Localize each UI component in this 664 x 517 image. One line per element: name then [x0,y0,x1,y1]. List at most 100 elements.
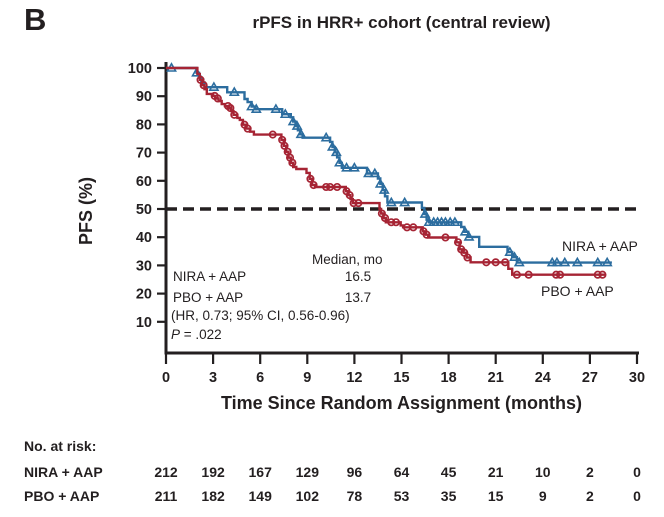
censor-mark-circle [391,218,401,227]
risk-count: 182 [201,488,225,504]
x-tick-label: 12 [346,370,362,386]
censor-mark-circle [453,238,463,247]
p-value-text: P = .022 [171,327,222,342]
censor-mark-triangle [399,196,411,207]
risk-row-label-nira: NIRA + AAP [24,464,103,480]
risk-count: 45 [440,464,457,480]
censor-mark-triangle [601,256,613,267]
censor-mark-triangle [208,81,220,91]
censor-mark-triangle [459,226,471,236]
censor-mark-circle [349,199,358,208]
censor-mark-triangle [191,66,203,77]
censor-mark-circle [306,174,315,183]
y-tick-label: 20 [136,287,152,303]
censor-mark-circle [524,270,533,279]
p-symbol: P [171,327,181,342]
censor-mark-triangle [246,100,258,111]
risk-count: 211 [154,488,178,504]
risk-count: 15 [487,488,504,504]
curve-label-nira: NIRA + AAP [562,238,638,254]
y-tick-label: 50 [136,202,152,218]
censor-mark-triangle [449,216,461,227]
censor-mark-triangle [287,115,299,126]
censor-mark-triangle [348,162,360,172]
censor-mark-triangle [326,141,338,151]
risk-count: 167 [248,464,272,480]
censor-mark-circle [322,182,331,192]
risk-count: 2 [585,464,594,480]
censor-mark-triangle [374,178,386,188]
panel-label: B [24,2,46,37]
risk-table-heading: No. at risk: [24,438,97,454]
censor-mark-circle [482,258,491,267]
censor-mark-triangle [513,256,525,267]
censor-mark-triangle [463,231,475,241]
censor-mark-triangle [571,256,583,267]
x-tick-label: 6 [256,370,264,386]
censor-mark-circle [491,258,500,267]
risk-row-label-pbo: PBO + AAP [24,488,100,504]
y-tick-label: 10 [136,315,152,331]
x-tick-label: 27 [582,370,598,386]
censor-mark-circle [409,223,418,232]
censor-mark-circle [226,103,235,113]
censor-mark-circle [199,81,208,90]
km-curve-pbo-aap [166,66,606,276]
risk-count: 53 [393,488,410,504]
risk-count: 10 [535,464,551,480]
censor-mark-triangle [279,108,291,119]
x-tick-label: 0 [162,370,170,386]
censor-mark-circle [213,94,222,103]
median-row-pbo-label: PBO + AAP [173,290,244,305]
y-tick-label: 30 [136,258,152,274]
risk-count: 35 [440,488,457,504]
censor-mark-circle [463,253,472,262]
x-tick-label: 3 [209,370,217,386]
censor-mark-circle [309,180,318,190]
censor-mark-circle [422,230,431,239]
censor-mark-triangle [551,256,563,267]
x-tick-label: 18 [441,370,457,386]
censor-mark-circle [380,213,390,223]
censor-mark-triangle [378,184,390,194]
risk-count: 96 [346,464,363,480]
censor-mark-circle [280,141,289,150]
y-tick-label: 100 [128,61,152,77]
censor-mark-triangle [330,146,342,157]
censor-mark-circle [441,233,450,242]
risk-count: 102 [295,488,319,504]
censor-mark-triangle [270,103,282,113]
risk-count: 0 [633,464,641,480]
censor-mark-triangle [385,196,397,207]
risk-count: 64 [393,464,410,480]
censor-mark-circle [345,191,354,200]
risk-count: 21 [487,464,504,480]
y-tick-label: 90 [136,89,152,105]
censor-mark-circle [243,124,252,133]
censor-mark-triangle [509,251,521,262]
risk-count: 0 [633,488,641,504]
censor-mark-triangle [363,167,375,178]
x-tick-label: 9 [303,370,311,386]
censor-mark-circle [556,270,565,279]
median-row-nira-value: 16.5 [344,269,372,284]
x-tick-label: 24 [535,370,551,386]
risk-count: 149 [248,488,272,504]
curve-label-pbo: PBO + AAP [541,283,614,299]
censor-mark-triangle [419,208,431,218]
median-row-pbo-value: 13.7 [344,290,372,305]
risk-count: 129 [295,464,319,480]
risk-count: 78 [346,488,363,504]
censor-mark-triangle [250,103,262,113]
censor-mark-triangle [295,128,307,139]
censor-mark-circle [230,110,239,119]
x-tick-label: 15 [393,370,409,386]
x-axis-title: Time Since Random Assignment (months) [220,393,583,413]
censor-mark-circle [512,270,521,279]
risk-count: 2 [585,488,594,504]
censor-mark-circle [288,158,297,167]
censor-mark-triangle [320,131,332,142]
hazard-ratio-text: (HR, 0.73; 95% CI, 0.56-0.96) [171,308,350,323]
